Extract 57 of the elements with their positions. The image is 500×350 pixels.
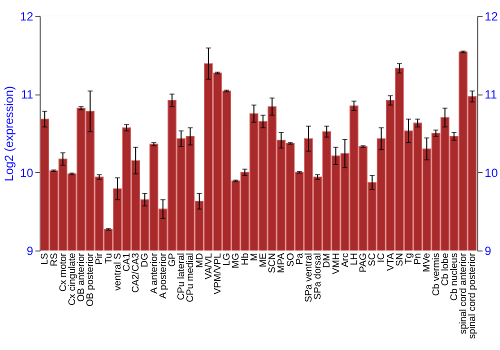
x-tick-label: Cb lobe [440,253,451,286]
y2-tick-label: 9 [484,244,492,258]
x-tick-label: Cb vermis [430,252,442,296]
x-tick-label: VMH [330,252,342,274]
x-tick-label: Cx motor [58,252,69,292]
x-tick-label: PAG [358,253,370,272]
x-tick-label: Cx cingulate [66,253,78,306]
x-tick-label: MVe [422,253,433,272]
x-tick-label: Tu [103,253,114,264]
x-tick-label: A posterior [158,252,169,299]
y2-tick-label: 10 [484,166,498,180]
x-tick-label: LH [348,252,360,266]
x-tick-label: RS [48,253,60,266]
x-tick-label: SCN [267,252,278,274]
x-tick-label: LS [40,253,51,265]
y-tick-label: 10 [20,166,34,180]
x-tick-label: SPa ventral [303,253,314,302]
y2-tick-label: 12 [484,9,498,24]
x-tick-label: OB posterior [85,252,96,307]
x-tick-label: CPu lateral [176,253,188,300]
x-tick-label: SO [285,253,296,267]
x-tick-label: IC [376,252,388,263]
x-tick-label: LG [222,253,233,266]
x-tick-label: Pn [412,253,424,265]
y-tick-label: 9 [26,244,34,258]
x-tick-label: Arc [340,252,351,268]
x-tick-label: VPM/VPL [212,253,224,294]
y-axis-title: Log2 (expression) [2,86,16,182]
x-tick-label: MPA [276,252,288,273]
x-tick-label: SC [367,252,378,266]
x-tick-label: M [248,252,260,261]
x-tick-label: spinal cord anterior [458,252,470,334]
x-tick-label: CA2/CA3 [130,253,142,293]
x-tick-label: Hb [240,253,251,266]
x-tick-label: CA1 [122,253,133,272]
x-tick-label: CPu medial [185,253,196,302]
x-tick-label: VTA [385,252,396,271]
x-tick-label: SPa dorsal [312,253,324,300]
x-tick-label: VA/VL [203,253,214,280]
y-tick-label: 11 [20,88,34,102]
x-tick-label: MD [194,252,206,268]
x-tick-label: A anterior [148,252,160,294]
x-tick-label: ME [258,253,269,268]
x-tick-label: Pir [94,252,106,265]
x-tick-label: MG [230,253,242,268]
x-tick-label: DG [140,253,151,268]
x-tick-label: DM [322,252,333,268]
x-tick-label: Pa [294,252,306,265]
y2-tick-label: 11 [484,88,498,102]
x-tick-label: spinal cord posterior [467,252,478,339]
x-tick-label: Tg [404,253,415,264]
x-tick-label: Cb nucleus [449,252,460,301]
x-tick-label: ventral S [112,253,124,291]
x-tick-label: GP [167,253,178,267]
x-tick-label: OB anterior [76,252,88,302]
x-tick-label: SN [394,252,406,266]
y-tick-label: 12 [20,9,34,24]
